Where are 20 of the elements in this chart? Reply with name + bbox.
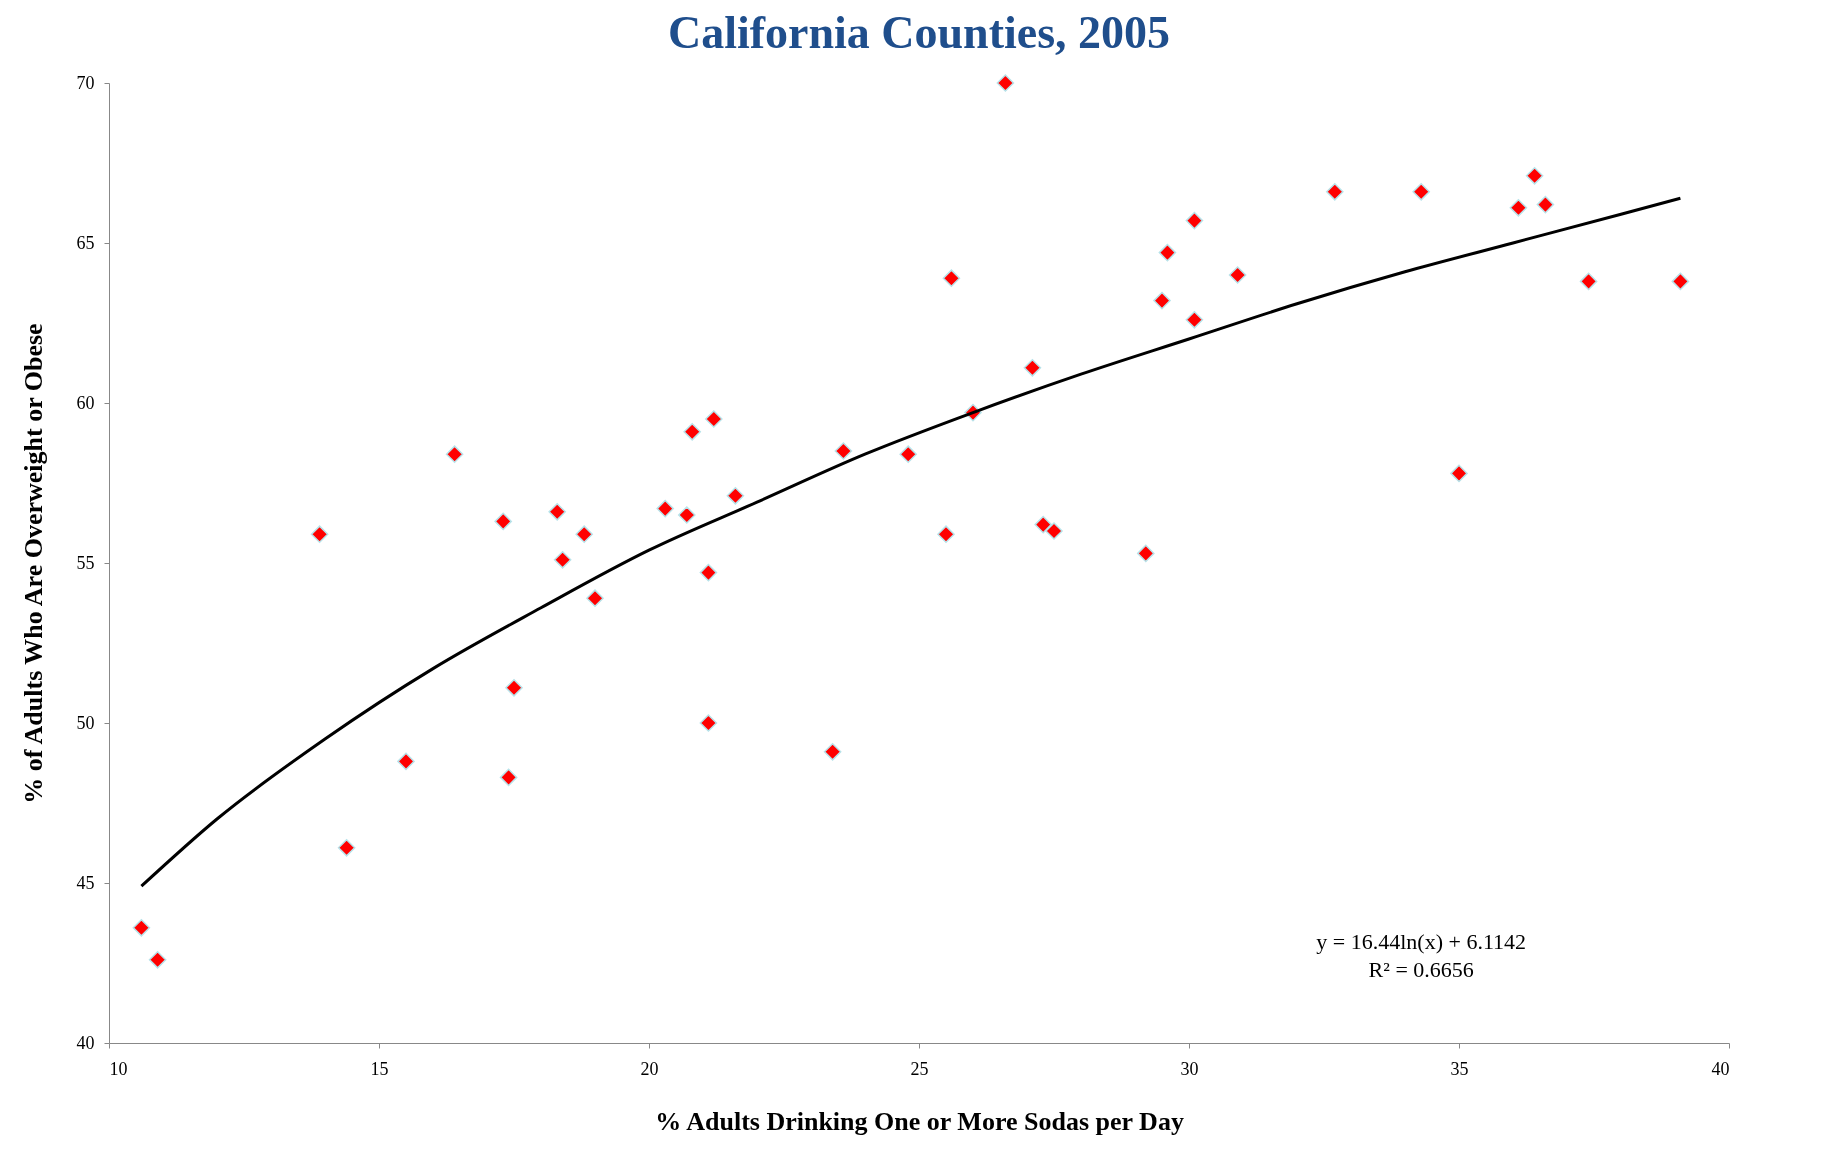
- x-tick-label: 25: [910, 1058, 929, 1079]
- x-tick-label: 35: [1450, 1058, 1469, 1079]
- y-tick-label: 60: [76, 392, 95, 413]
- x-tick-label: 10: [109, 1058, 128, 1079]
- y-tick-label: 40: [76, 1032, 95, 1053]
- x-tick-label: 20: [640, 1058, 659, 1079]
- y-tick-label: 70: [76, 72, 95, 93]
- y-tick-label: 65: [76, 232, 95, 253]
- x-axis-title: % Adults Drinking One or More Sodas per Day: [655, 1106, 1184, 1136]
- line-series: [139, 196, 1682, 888]
- y-axis-title: % of Adults Who Are Overweight or Obese: [18, 323, 48, 804]
- annotation: R² = 0.6656: [1368, 957, 1474, 983]
- x-tick-label: 15: [370, 1058, 389, 1079]
- annotation: y = 16.44ln(x) + 6.1142: [1316, 929, 1527, 955]
- y-tick-label: 45: [76, 872, 95, 893]
- x-tick-label: 30: [1180, 1058, 1199, 1079]
- x-tick-label: 40: [1711, 1058, 1730, 1079]
- y-tick-label: 50: [76, 712, 95, 733]
- y-tick-label: 55: [76, 552, 95, 573]
- chart-title: California Counties, 2005: [667, 6, 1171, 58]
